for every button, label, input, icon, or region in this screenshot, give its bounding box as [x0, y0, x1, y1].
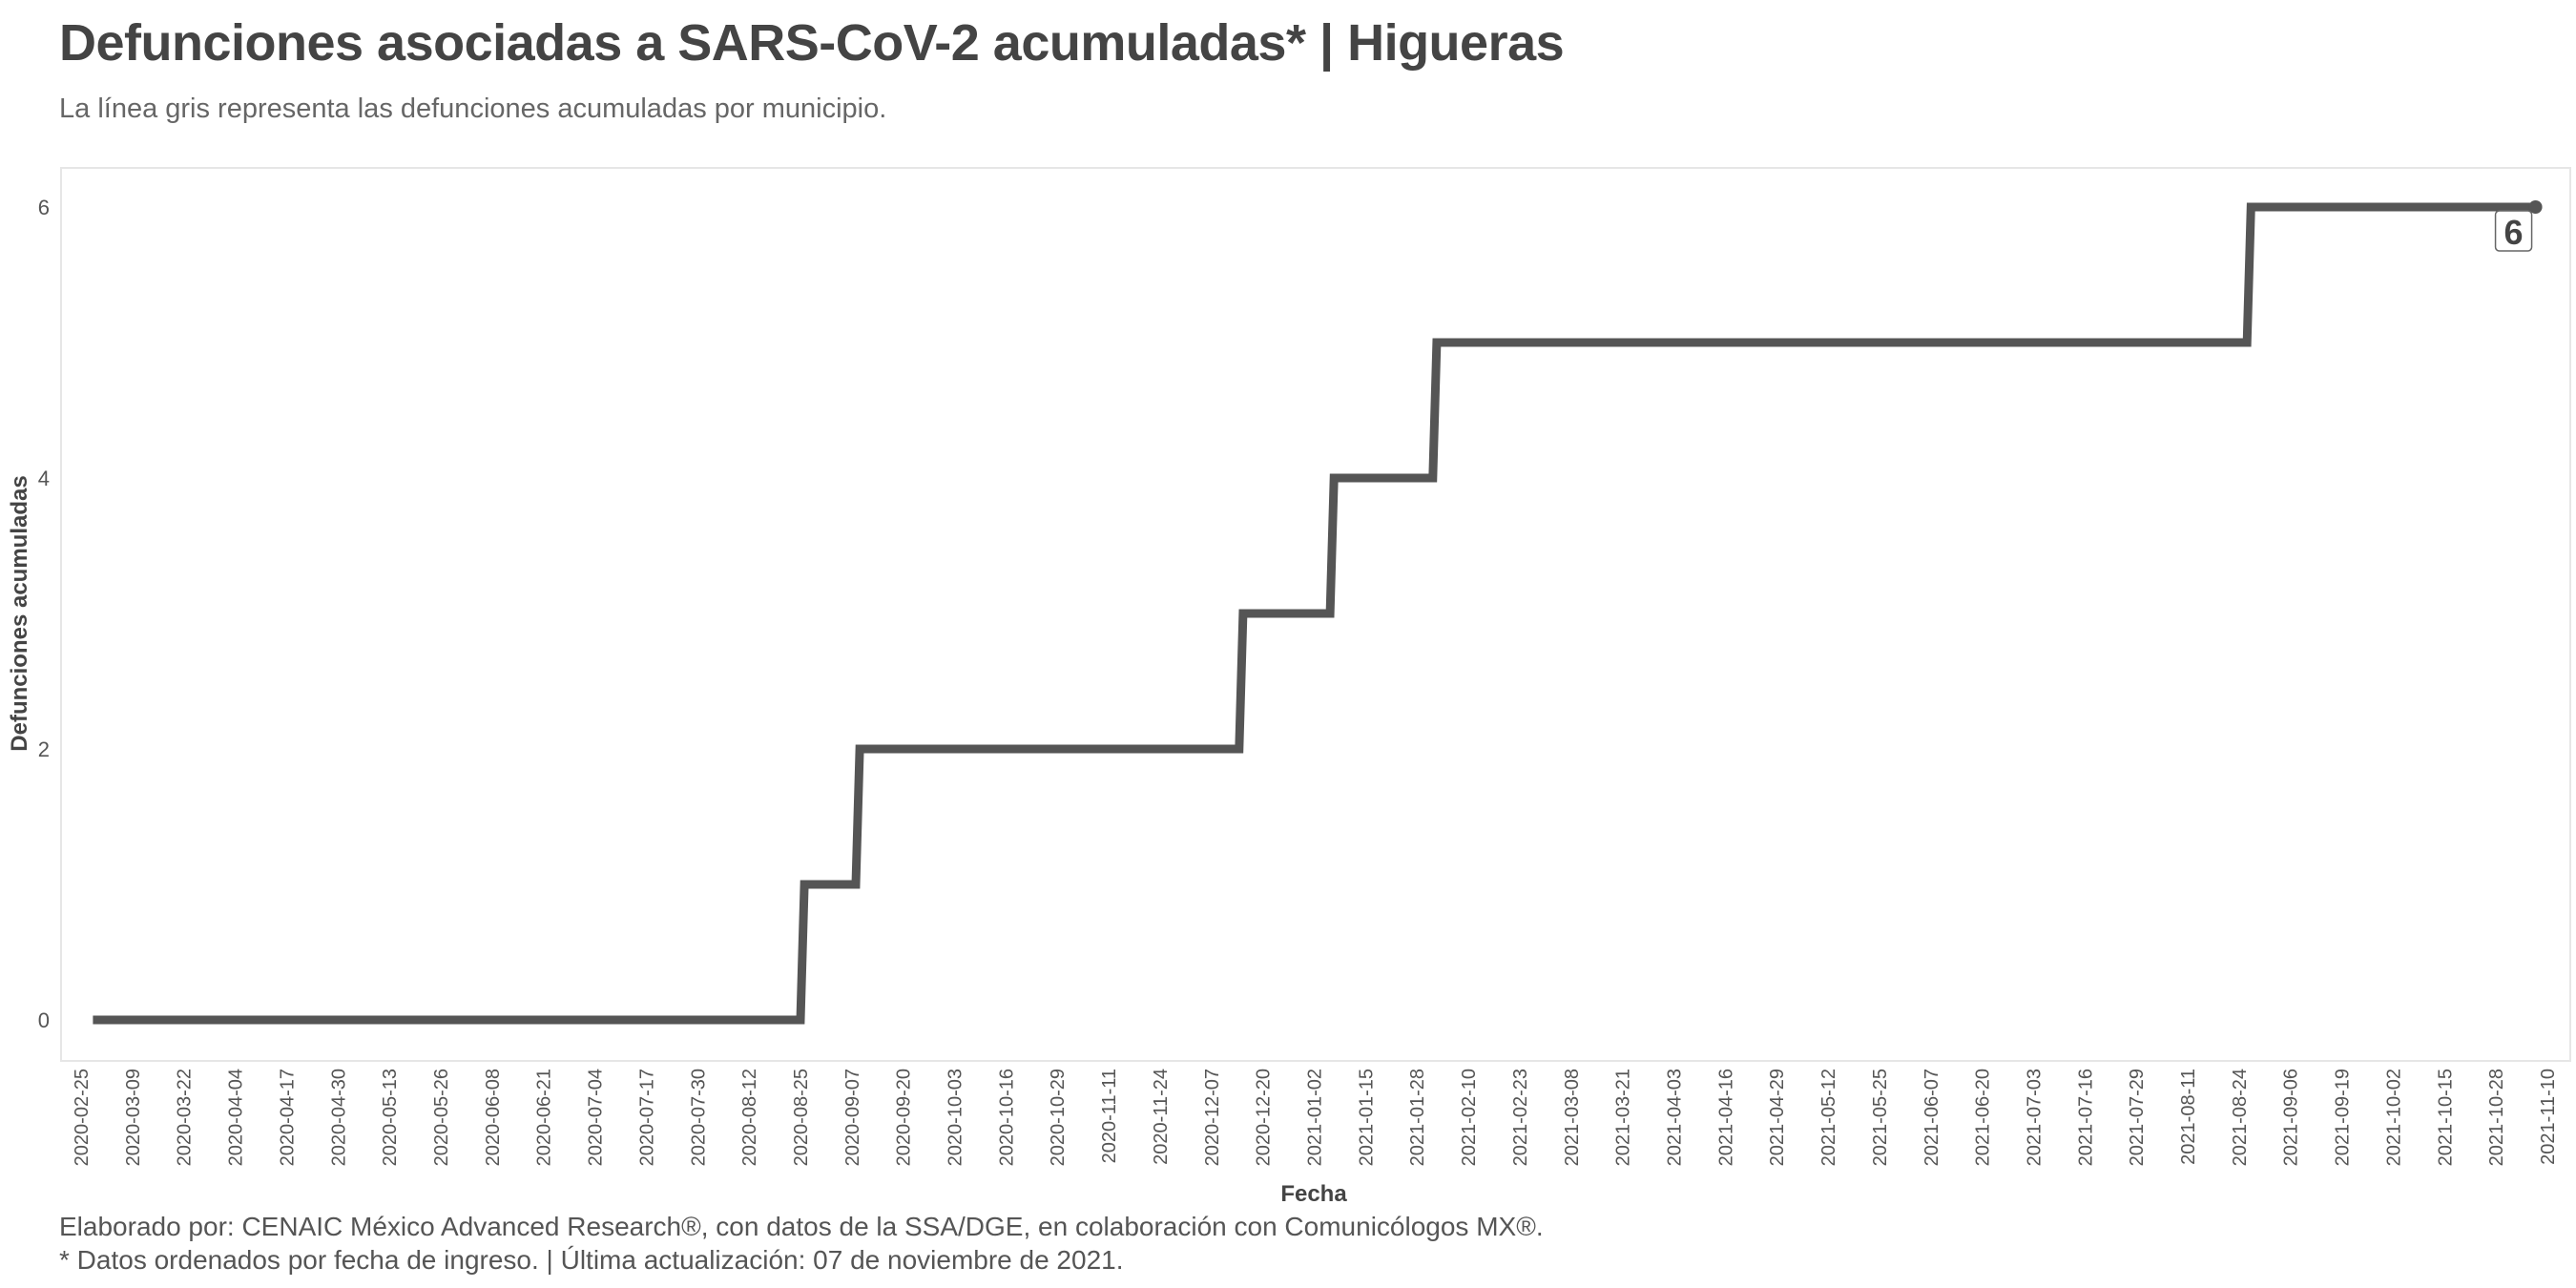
x-tick-label: 2020-11-24: [1151, 1069, 1172, 1165]
x-tick-label: 2021-08-24: [2230, 1069, 2251, 1166]
y-axis-label: Defunciones acumuladas: [7, 475, 32, 751]
x-tick-label: 2021-02-10: [1459, 1069, 1480, 1166]
x-tick-label: 2021-04-16: [1715, 1069, 1736, 1166]
y-tick-label: 0: [38, 1008, 50, 1032]
chart-subtitle: La línea gris representa las defunciones…: [59, 93, 887, 124]
y-tick-label: 6: [38, 196, 50, 219]
x-tick-label: 2021-01-15: [1356, 1069, 1377, 1166]
x-tick-label: 2020-12-07: [1202, 1069, 1223, 1166]
end-label: 6: [2494, 210, 2533, 252]
x-tick-label: 2020-05-26: [431, 1069, 452, 1166]
x-tick-label: 2020-09-20: [894, 1069, 915, 1166]
x-tick-label: 2021-06-20: [1973, 1069, 1994, 1166]
x-tick-label: 2020-06-08: [483, 1069, 504, 1166]
x-tick-label: 2021-04-03: [1664, 1069, 1685, 1166]
end-label-text: 6: [2504, 213, 2524, 252]
x-tick-label: 2021-09-19: [2333, 1069, 2354, 1166]
x-tick-label: 2021-07-29: [2127, 1069, 2148, 1166]
x-tick-label: 2020-05-13: [380, 1069, 401, 1166]
x-tick-label: 2020-07-04: [586, 1069, 607, 1166]
x-tick-label: 2020-04-17: [277, 1069, 298, 1166]
series-line: [93, 202, 2536, 1025]
x-tick-label: 2021-03-21: [1613, 1069, 1634, 1166]
x-tick-label: 2021-10-02: [2383, 1069, 2404, 1166]
x-axis-ticks: 2020-02-25 2020-03-09 2020-03-22 2020-04-04…: [72, 1069, 2559, 1166]
x-tick-label: 2020-10-29: [1048, 1069, 1069, 1166]
caption-note: * Datos ordenados por fecha de ingreso. …: [59, 1245, 1124, 1275]
x-tick-label: 2020-08-12: [739, 1069, 760, 1166]
x-tick-label: 2020-02-25: [72, 1069, 93, 1166]
x-tick-label: 2020-07-30: [688, 1069, 709, 1166]
x-tick-label: 2021-01-28: [1407, 1069, 1428, 1166]
end-label-box: [2494, 210, 2533, 252]
x-tick-label: 2021-07-03: [2024, 1069, 2045, 1166]
y-tick-label: 2: [38, 737, 50, 761]
x-tick-label: 2020-11-11: [1099, 1069, 1120, 1163]
chart-title: Defunciones asociadas a SARS-CoV-2 acumu…: [59, 14, 1565, 72]
x-tick-label: 2020-03-22: [175, 1069, 196, 1166]
x-tick-label: 2021-01-02: [1305, 1069, 1326, 1166]
x-tick-label: 2020-10-16: [996, 1069, 1017, 1166]
x-tick-label: 2021-05-12: [1818, 1069, 1839, 1166]
x-tick-label: 2021-08-11: [2178, 1069, 2199, 1165]
x-tick-label: 2021-04-29: [1767, 1069, 1788, 1166]
x-tick-label: 2020-08-25: [791, 1069, 812, 1166]
x-axis-label: Fecha: [1280, 1181, 1347, 1207]
x-tick-label: 2020-04-30: [328, 1069, 349, 1166]
x-tick-label: 2021-11-10: [2538, 1069, 2559, 1165]
x-tick-label: 2020-10-03: [945, 1069, 966, 1166]
x-tick-label: 2021-05-25: [1870, 1069, 1891, 1166]
x-tick-label: 2021-03-08: [1562, 1069, 1583, 1166]
x-tick-label: 2021-07-16: [2075, 1069, 2096, 1166]
x-tick-label: 2020-03-09: [123, 1069, 144, 1166]
x-tick-label: 2021-09-06: [2281, 1069, 2302, 1166]
end-point: [2528, 200, 2543, 214]
x-tick-label: 2020-09-07: [842, 1069, 863, 1166]
x-tick-label: 2021-10-28: [2486, 1069, 2507, 1166]
caption-source: Elaborado por: CENAIC México Advanced Re…: [59, 1212, 1544, 1241]
x-tick-label: 2020-07-17: [636, 1069, 657, 1166]
x-tick-label: 2020-04-04: [226, 1069, 247, 1166]
x-tick-label: 2020-12-20: [1254, 1069, 1275, 1166]
x-tick-label: 2021-06-07: [1922, 1069, 1942, 1166]
x-tick-label: 2020-06-21: [534, 1069, 555, 1166]
y-axis-ticks: 0 2 4 6: [38, 196, 50, 1032]
x-tick-label: 2021-10-15: [2435, 1069, 2456, 1166]
x-tick-label: 2021-02-23: [1510, 1069, 1531, 1166]
y-tick-label: 4: [38, 467, 50, 490]
